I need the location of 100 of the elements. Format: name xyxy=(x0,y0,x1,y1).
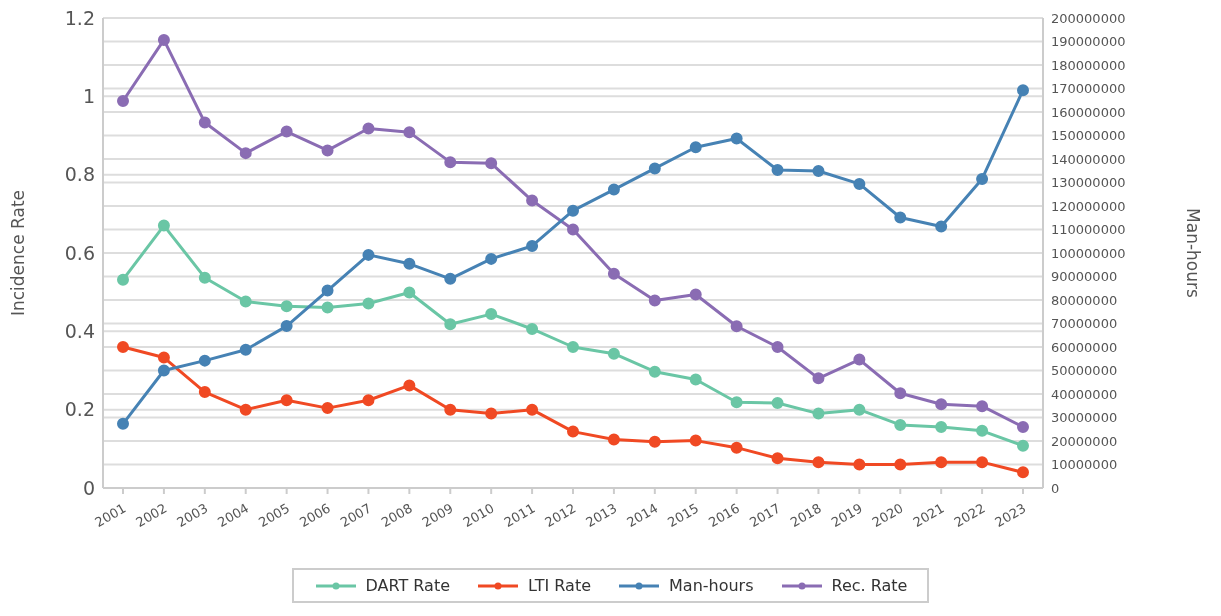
y2-tick-label: 10000000 xyxy=(1051,457,1118,473)
point xyxy=(607,267,620,280)
point xyxy=(403,257,416,270)
point xyxy=(1017,466,1029,479)
point xyxy=(812,456,825,469)
point xyxy=(157,219,170,232)
point xyxy=(853,353,866,366)
point xyxy=(567,204,579,217)
y2-tick-label: 80000000 xyxy=(1051,292,1118,308)
point xyxy=(894,387,907,400)
point xyxy=(771,452,784,465)
point xyxy=(730,441,743,454)
point xyxy=(567,425,579,438)
legend-label: Man-hours xyxy=(668,576,754,595)
point xyxy=(321,402,334,415)
point xyxy=(321,301,334,314)
point xyxy=(198,116,211,129)
point xyxy=(812,372,825,385)
legend-label: Rec. Rate xyxy=(830,576,908,595)
point xyxy=(239,403,252,416)
y2-tick-label: 70000000 xyxy=(1051,316,1118,332)
point xyxy=(526,322,539,335)
y-axis-title: Incidence Rate xyxy=(8,189,29,317)
point xyxy=(648,162,661,175)
point xyxy=(730,396,743,409)
y-tick-label: 0.6 xyxy=(64,241,95,264)
point xyxy=(812,407,825,420)
point xyxy=(771,341,784,353)
point xyxy=(894,458,907,471)
point xyxy=(526,194,539,207)
point xyxy=(976,400,989,413)
point xyxy=(1017,84,1029,97)
point xyxy=(117,341,129,353)
point xyxy=(894,211,907,224)
y-tick-label: 1 xyxy=(82,85,95,108)
point xyxy=(403,286,416,299)
point xyxy=(117,95,129,108)
point xyxy=(362,122,375,135)
point xyxy=(730,320,743,333)
y2-axis-title: Man-hours xyxy=(1182,208,1203,299)
point xyxy=(321,284,334,297)
point xyxy=(403,126,416,139)
point xyxy=(1017,420,1029,433)
point xyxy=(853,458,866,471)
point xyxy=(689,373,702,386)
point xyxy=(567,223,579,236)
point xyxy=(689,288,702,301)
point xyxy=(812,164,825,177)
point xyxy=(976,456,989,469)
point xyxy=(157,351,170,364)
y2-tick-label: 30000000 xyxy=(1051,410,1118,426)
point xyxy=(689,434,702,447)
legend-label: LTI Rate xyxy=(527,576,592,595)
point xyxy=(1017,439,1029,452)
point xyxy=(526,403,539,416)
y2-tick-label: 130000000 xyxy=(1051,175,1126,191)
point xyxy=(198,354,211,367)
point xyxy=(853,403,866,416)
point xyxy=(280,300,293,313)
point xyxy=(239,147,252,160)
y2-tick-label: 60000000 xyxy=(1051,339,1118,355)
point xyxy=(689,141,702,154)
y2-tick-label: 160000000 xyxy=(1051,104,1126,120)
point xyxy=(485,252,498,265)
point xyxy=(280,394,293,407)
y2-tick-label: 170000000 xyxy=(1051,81,1126,97)
point xyxy=(648,365,661,378)
point xyxy=(485,157,498,170)
point xyxy=(485,308,498,321)
y2-tick-label: 200000000 xyxy=(1051,10,1126,26)
y-tick-label: 1.2 xyxy=(64,6,95,29)
y-tick-label: 0 xyxy=(82,476,95,499)
point xyxy=(894,418,907,431)
point xyxy=(403,379,416,392)
point xyxy=(935,456,948,469)
point xyxy=(117,417,129,430)
point xyxy=(117,273,129,286)
y2-tick-label: 190000000 xyxy=(1051,34,1126,50)
y-tick-label: 0.2 xyxy=(64,398,95,421)
point xyxy=(444,318,457,331)
point xyxy=(648,294,661,307)
y2-tick-label: 150000000 xyxy=(1051,128,1126,144)
point xyxy=(935,220,948,233)
point xyxy=(485,407,498,420)
y2-tick-label: 50000000 xyxy=(1051,363,1118,379)
point xyxy=(362,394,375,407)
point xyxy=(444,156,457,169)
point xyxy=(362,297,375,310)
y-tick-label: 0.4 xyxy=(64,320,95,343)
y2-tick-label: 180000000 xyxy=(1051,57,1126,73)
point xyxy=(198,386,211,399)
point xyxy=(567,341,579,353)
y2-tick-label: 120000000 xyxy=(1051,198,1126,214)
point xyxy=(280,125,293,138)
y2-tick-label: 40000000 xyxy=(1051,386,1118,402)
y-tick-label: 0.8 xyxy=(64,163,95,186)
point xyxy=(607,347,620,360)
point xyxy=(239,295,252,308)
point xyxy=(771,164,784,177)
point xyxy=(321,144,334,157)
